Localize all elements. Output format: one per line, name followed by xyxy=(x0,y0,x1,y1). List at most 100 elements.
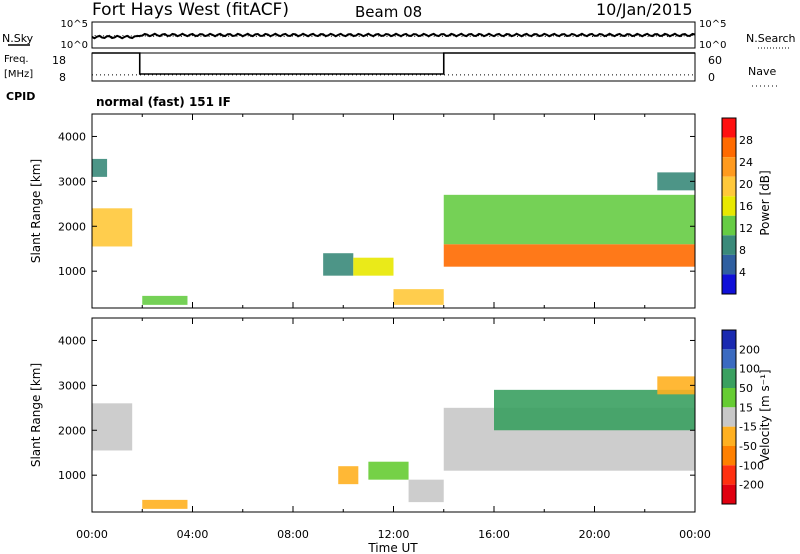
x-tick-label: 04:00 xyxy=(177,528,209,541)
scatter-region xyxy=(657,376,695,395)
velocity-ylabel: Slant Range [km] xyxy=(29,363,43,467)
x-tick-label: 20:00 xyxy=(579,528,611,541)
scatter-region xyxy=(353,257,394,276)
colorbar-frame xyxy=(721,329,737,505)
velocity-colorbar-label: Velocity [m s⁻¹] xyxy=(758,369,772,462)
colorbar-segment xyxy=(722,368,736,388)
time-axis: 00:00 04:00 08:00 12:00 16:00 20:00 00:00 xyxy=(76,528,711,541)
freq-tick-bottom: 8 xyxy=(59,71,66,84)
nsky-tick-top: 10^5 xyxy=(61,19,88,30)
colorbar-tick-label: 4 xyxy=(739,266,746,279)
power-panel-frame xyxy=(91,113,696,309)
colorbar-tick-label: -15 xyxy=(739,421,757,434)
beam-label: Beam 08 xyxy=(355,3,422,21)
colorbar-tick-label: 15 xyxy=(739,401,753,414)
scatter-region xyxy=(92,208,133,247)
station-title: Fort Hays West (fitACF) xyxy=(92,0,289,20)
colorbar-segment xyxy=(722,196,736,216)
power-ylabel: Slant Range [km] xyxy=(29,159,43,263)
nsky-tick-bottom: 10^0 xyxy=(61,40,88,51)
scatter-region xyxy=(408,479,444,503)
scatter-region xyxy=(142,499,188,509)
colorbar-tick-label: 24 xyxy=(739,156,753,169)
scatter-region xyxy=(368,461,409,480)
freq-trace xyxy=(92,52,695,75)
y-tick-label: 1000 xyxy=(58,265,86,278)
colorbar-tick-label: -50 xyxy=(739,440,757,453)
colorbar-segment xyxy=(722,330,736,350)
nsearch-tick-bottom: 10^0 xyxy=(699,40,726,51)
velocity-colorbar: 200 100 50 15 -15 -50 -100 -200 xyxy=(721,329,764,505)
colorbar-segment xyxy=(722,176,736,197)
colorbar-tick-label: 8 xyxy=(739,244,746,257)
scatter-region xyxy=(494,389,695,431)
scatter-region xyxy=(92,403,133,451)
colorbar-segment xyxy=(722,426,736,446)
power-colorbar: 28 24 20 16 12 8 4 xyxy=(721,117,753,295)
scatter-region xyxy=(142,295,188,305)
colorbar-tick-label: 28 xyxy=(739,134,753,147)
nsky-strip-frame xyxy=(91,21,696,49)
nsky-trace xyxy=(91,32,696,40)
x-tick-label: 12:00 xyxy=(378,528,410,541)
velocity-panel-frame xyxy=(91,317,696,513)
colorbar-segment xyxy=(722,157,736,177)
date-label: 10/Jan/2015 xyxy=(596,0,693,19)
velocity-panel: 1000 2000 3000 4000 xyxy=(58,318,696,512)
y-tick-label: 2000 xyxy=(58,424,86,437)
nsearch-trace xyxy=(91,34,696,38)
colorbar-tick-label: -200 xyxy=(739,479,764,492)
colorbar-tick-label: 100 xyxy=(739,363,760,376)
y-tick-label: 4000 xyxy=(58,334,86,347)
nsky-label: N.Sky xyxy=(2,32,34,45)
freq-unit: [MHz] xyxy=(4,69,33,80)
nsearch-label: N.Search xyxy=(746,32,796,45)
colorbar-segment xyxy=(722,274,736,294)
colorbar-tick-label: 50 xyxy=(739,382,753,395)
colorbar-segment xyxy=(722,465,736,485)
x-tick-label: 00:00 xyxy=(679,528,711,541)
colorbar-tick-label: -100 xyxy=(739,459,764,472)
y-tick-label: 3000 xyxy=(58,379,86,392)
colorbar-segment xyxy=(722,235,736,255)
freq-strip-frame xyxy=(91,52,696,82)
colorbar-tick-label: 12 xyxy=(739,222,753,235)
x-tick-label: 00:00 xyxy=(76,528,108,541)
nave-tick-top: 60 xyxy=(708,54,722,67)
scatter-region xyxy=(443,194,695,245)
colorbar-segment xyxy=(722,137,736,158)
freq-tick-top: 18 xyxy=(52,54,66,67)
scatter-region xyxy=(338,466,359,485)
nsearch-tick-top: 10^5 xyxy=(699,19,726,30)
power-panel: 1000 2000 3000 4000 xyxy=(58,114,696,308)
cpid-text: normal (fast) 151 IF xyxy=(96,95,231,109)
scatter-region xyxy=(443,244,695,267)
nave-tick-bottom: 0 xyxy=(708,71,715,84)
scatter-region xyxy=(92,158,108,177)
colorbar-segment xyxy=(722,349,736,369)
nave-label: Nave xyxy=(748,65,776,78)
y-tick-label: 3000 xyxy=(58,175,86,188)
colorbar-segment xyxy=(722,407,736,427)
colorbar-tick-label: 16 xyxy=(739,200,753,213)
scatter-region xyxy=(393,289,444,305)
x-tick-label: 08:00 xyxy=(277,528,309,541)
x-tick-label: 16:00 xyxy=(478,528,510,541)
power-colorbar-label: Power [dB] xyxy=(758,170,772,235)
y-tick-label: 1000 xyxy=(58,469,86,482)
scatter-region xyxy=(657,172,695,191)
time-axis-label: Time UT xyxy=(367,541,418,554)
colorbar-segment xyxy=(722,254,736,275)
colorbar-segment xyxy=(722,118,736,138)
colorbar-segment xyxy=(722,446,736,466)
freq-label: Freq. xyxy=(4,54,29,65)
colorbar-tick-label: 200 xyxy=(739,343,760,356)
colorbar-frame xyxy=(721,117,737,295)
y-tick-label: 2000 xyxy=(58,220,86,233)
colorbar-segment xyxy=(722,388,736,408)
colorbar-tick-label: 20 xyxy=(739,178,753,191)
cpid-label: CPID xyxy=(6,90,35,103)
scatter-region xyxy=(323,253,354,276)
y-tick-label: 4000 xyxy=(58,130,86,143)
